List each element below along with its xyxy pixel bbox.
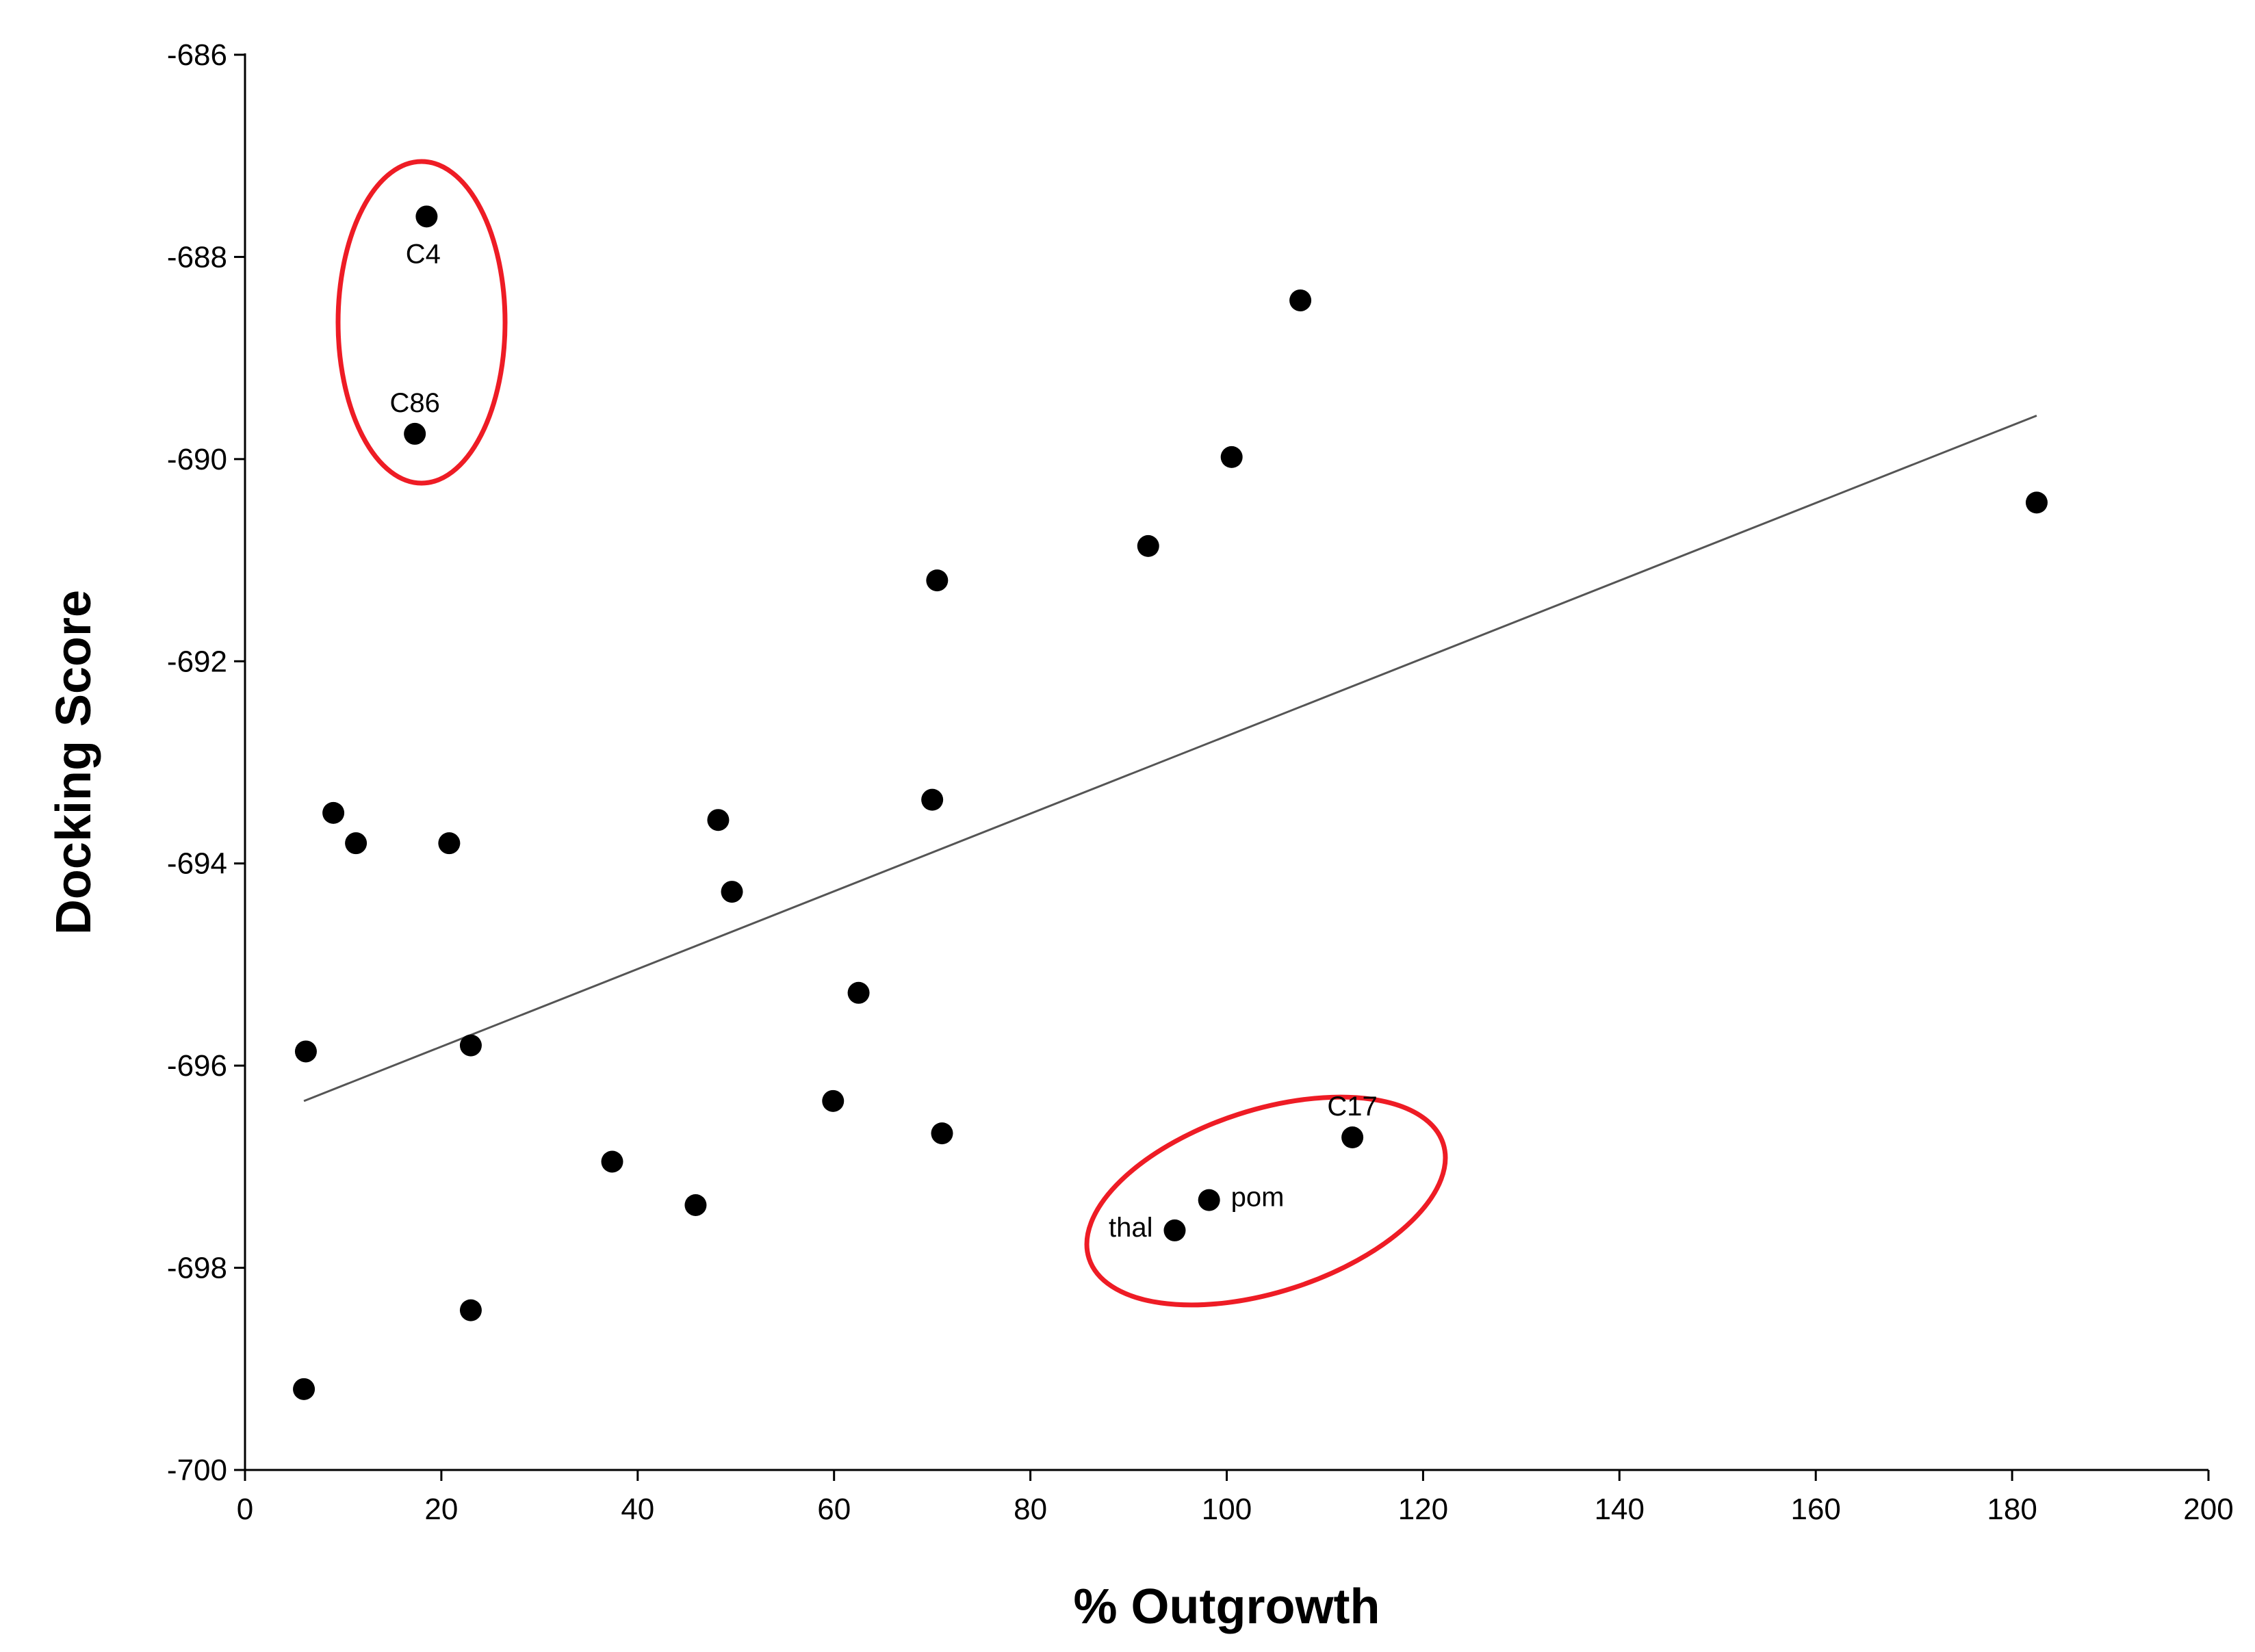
point-label: C86 (389, 388, 439, 418)
data-point (847, 981, 870, 1004)
data-point (1341, 1126, 1364, 1149)
data-point (2025, 491, 2048, 514)
x-tick-label: 80 (1014, 1493, 1047, 1526)
point-label: C4 (406, 239, 441, 269)
x-tick-label: 100 (1202, 1493, 1252, 1526)
x-tick-label: 120 (1398, 1493, 1448, 1526)
data-point (404, 422, 426, 445)
data-point (921, 788, 944, 811)
trendline (303, 414, 2037, 1102)
x-tick-label: 140 (1595, 1493, 1645, 1526)
point-label: C17 (1327, 1092, 1377, 1122)
data-point (1137, 534, 1159, 557)
x-tick-label: 60 (817, 1493, 851, 1526)
data-point (684, 1193, 707, 1216)
data-point (721, 881, 743, 903)
data-point (1163, 1219, 1186, 1241)
x-tick-label: 0 (237, 1493, 253, 1526)
data-point (415, 205, 438, 228)
data-point (345, 832, 368, 855)
y-tick-label: -698 (167, 1252, 227, 1285)
highlight-ellipses (335, 159, 1448, 1308)
data-point (822, 1089, 845, 1112)
axes: 0 20 40 60 80 100 120 140 160 180 200 -700 -698 -696 -… (167, 38, 2234, 1526)
data-point (322, 801, 345, 824)
data-point (459, 1034, 482, 1057)
trendline-group (303, 414, 2037, 1102)
data-point (707, 809, 730, 831)
point-label: pom (1231, 1183, 1285, 1213)
y-tick-label: -686 (167, 38, 227, 72)
data-point (1198, 1189, 1220, 1211)
data-point (601, 1150, 623, 1173)
point-label: thal (1109, 1213, 1153, 1243)
data-point (438, 832, 461, 855)
y-axis-title: Docking Score (47, 590, 101, 935)
x-tick-label: 40 (621, 1493, 654, 1526)
x-tick-label: 160 (1790, 1493, 1840, 1526)
y-tick-label: -694 (167, 847, 227, 881)
x-tick-label: 180 (1987, 1493, 2037, 1526)
data-point (1289, 289, 1312, 311)
x-tick-label: 200 (2183, 1493, 2233, 1526)
highlight-ellipse (1084, 1094, 1448, 1308)
y-tick-label: -690 (167, 443, 227, 476)
data-points (293, 205, 2048, 1400)
y-tick-label: -688 (167, 240, 227, 274)
data-point (459, 1299, 482, 1321)
y-tick-label: -692 (167, 645, 227, 678)
y-tick-label: -700 (167, 1454, 227, 1487)
data-point (293, 1378, 315, 1400)
data-point (1220, 446, 1243, 468)
data-point (931, 1122, 953, 1145)
x-tick-label: 20 (424, 1493, 458, 1526)
y-tick-label: -696 (167, 1049, 227, 1083)
x-axis-title: % Outgrowth (1074, 1579, 1380, 1634)
point-labels: C4 C86 C17 pom thal (389, 239, 1377, 1243)
highlight-ellipse (335, 159, 508, 486)
data-point (926, 569, 949, 592)
data-point (294, 1040, 317, 1063)
